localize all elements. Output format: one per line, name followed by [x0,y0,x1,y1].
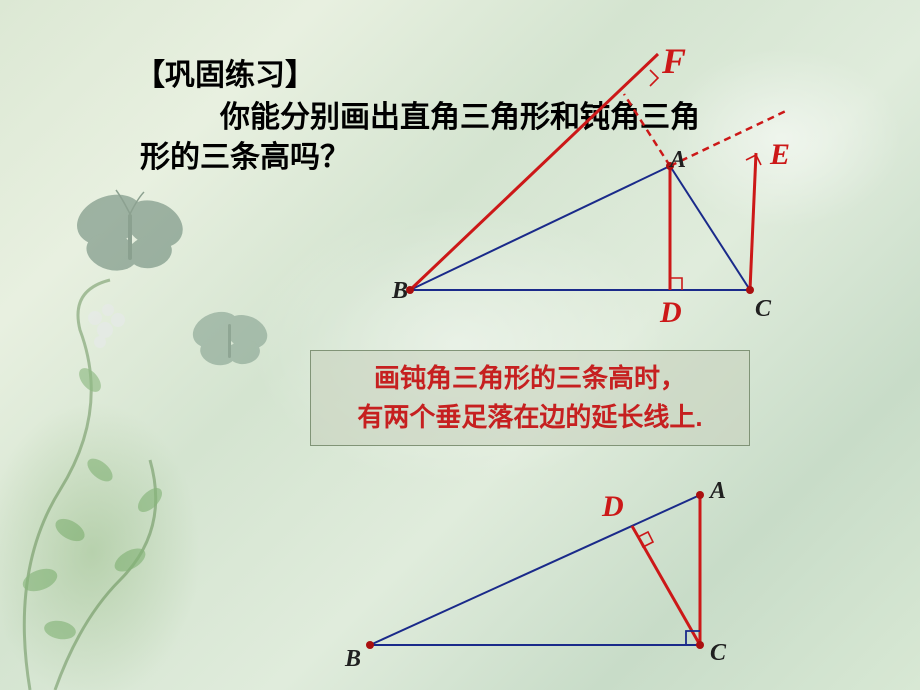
obtuse-triangle-diagram [380,40,810,340]
d1-label-B: B [392,278,408,305]
conclusion-box: 画钝角三角形的三条高时， 有两个垂足落在边的延长线上. [310,350,750,446]
d2-label-D: D [602,490,624,524]
conclusion-line-1: 画钝角三角形的三条高时， [374,359,686,398]
d1-label-C: C [755,296,771,323]
question-line-2: 形的三条高吗？ [140,132,350,176]
d2-label-A: A [710,478,726,505]
d2-label-B: B [345,646,361,673]
d1-label-D: D [660,296,682,330]
d1-label-E: E [770,138,790,172]
d1-label-A: A [670,147,686,174]
vine-decoration [0,270,280,690]
d2-label-C: C [710,640,726,667]
section-title: 【巩固练习】 [135,50,315,94]
right-triangle-diagram [330,455,760,675]
conclusion-line-2: 有两个垂足落在边的延长线上. [357,398,702,437]
d1-label-F: F [662,40,686,82]
